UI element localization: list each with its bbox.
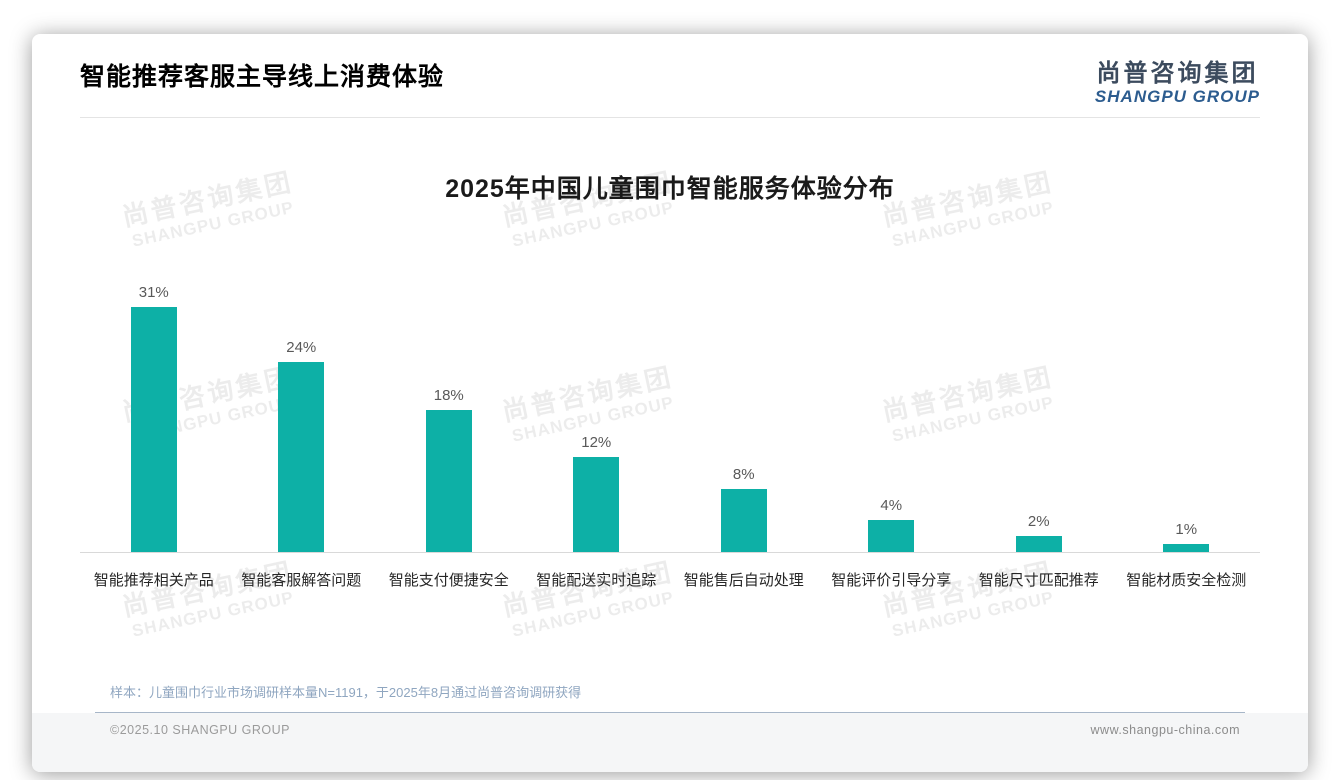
logo-name-en: SHANGPU GROUP [1094,87,1260,106]
bar-column: 18% [375,387,523,552]
bar [1163,544,1210,552]
header-divider [80,117,1260,118]
watermark-text-en: SHANGPU GROUP [510,587,676,641]
page-title: 智能推荐客服主导线上消费体验 [80,63,445,91]
report-card: 尚普咨询集团 SHANGPU GROUP 尚普咨询集团 SHANGPU GROUP … [32,34,1308,772]
bar-column: 1% [1113,521,1261,552]
bar-value-label: 18% [433,386,464,404]
category-label: 智能尺寸匹配推荐 [978,572,1099,589]
bar [1015,536,1062,552]
bar [868,520,915,552]
bar-column: 4% [818,497,966,552]
bar-value-label: 2% [1027,513,1050,531]
logo-name-cn: 尚普咨询集团 [1096,60,1259,87]
watermark-text-en: SHANGPU GROUP [890,587,1056,641]
chart-title: 2025年中国儿童围巾智能服务体验分布 [445,175,895,203]
website-text: www.shangpu-china.com [1090,723,1240,737]
bar-column: 24% [228,339,376,552]
category-label: 智能推荐相关产品 [93,572,214,589]
bar [130,307,177,552]
bar-column: 8% [670,466,818,552]
footer-divider [95,712,1245,713]
bar-chart-plot-area: 31% 24% 18% 12% 8% 4% 2% 1% [80,283,1260,553]
category-label: 智能配送实时追踪 [536,572,657,589]
bar-column: 12% [523,434,671,552]
bar [573,457,620,552]
watermark-text-en: SHANGPU GROUP [130,587,296,641]
category-label: 智能材质安全检测 [1126,572,1247,589]
category-label: 智能客服解答问题 [241,572,362,589]
bar [278,362,325,552]
copyright-text: ©2025.10 SHANGPU GROUP [110,723,290,737]
bar [425,409,472,552]
sample-note: 样本：儿童围巾行业市场调研样本量N=1191，于2025年8月通过尚普咨询调研获… [110,685,582,700]
bar-value-label: 1% [1175,521,1198,539]
bar-value-label: 4% [880,497,903,515]
bar-column: 2% [965,513,1113,552]
header: 智能推荐客服主导线上消费体验 尚普咨询集团 SHANGPU GROUP [32,34,1308,107]
bar-value-label: 31% [138,284,169,302]
bar [720,488,767,552]
bar-value-label: 24% [286,339,317,357]
bar-value-label: 8% [732,465,755,483]
company-logo: 尚普咨询集团 SHANGPU GROUP [1095,60,1260,107]
category-label: 智能售后自动处理 [683,572,804,589]
category-label: 智能评价引导分享 [831,572,952,589]
bar-column: 31% [80,284,228,552]
footer: ©2025.10 SHANGPU GROUP www.shangpu-china… [32,713,1308,772]
category-labels-row: 智能推荐相关产品 智能客服解答问题 智能支付便捷安全 智能配送实时追踪 智能售后自动处理… [80,553,1260,590]
bar-value-label: 12% [581,434,612,452]
category-label: 智能支付便捷安全 [388,572,509,589]
